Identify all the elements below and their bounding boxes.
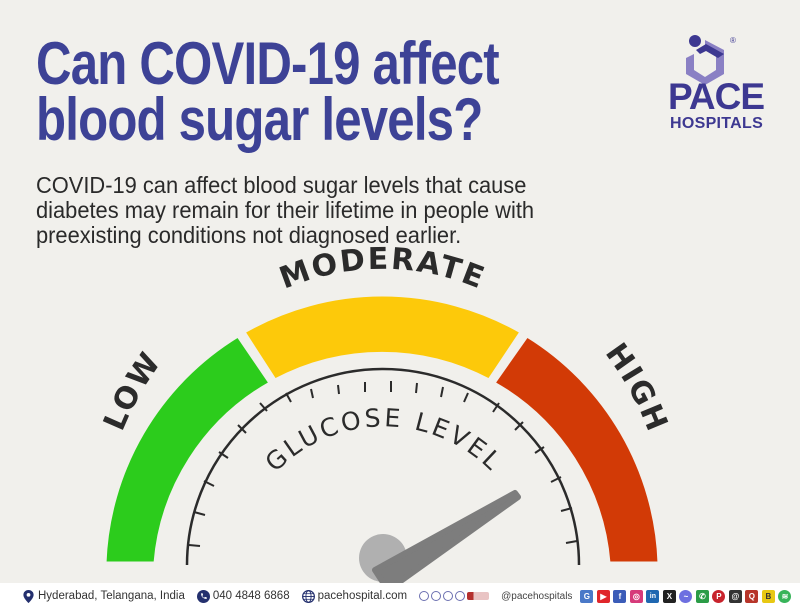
- instagram-icon[interactable]: ◎: [629, 589, 643, 603]
- page-title: Can COVID-19 affect blood sugar levels?: [36, 30, 528, 153]
- youtube-icon[interactable]: ▶: [596, 589, 610, 603]
- svg-text:®: ®: [730, 36, 736, 45]
- cert-badge-icon: [455, 591, 466, 601]
- footer-phone[interactable]: 040 4848 6868: [196, 589, 290, 603]
- blogger-icon[interactable]: B: [761, 589, 775, 603]
- nabl-badge-icon: [467, 592, 490, 600]
- linkedin-icon[interactable]: in: [646, 589, 660, 603]
- website-link[interactable]: pacehospital.com: [317, 590, 408, 602]
- segment-low: [103, 333, 273, 565]
- quora-icon[interactable]: Q: [745, 589, 759, 603]
- cert-badge-icon: [443, 591, 454, 601]
- pinterest-icon[interactable]: P: [712, 589, 726, 603]
- subtitle-line-3: preexisting conditions not diagnosed ear…: [36, 222, 462, 248]
- google-business-icon[interactable]: G: [580, 589, 594, 603]
- location-text: Hyderabad, Telangana, India: [38, 590, 185, 602]
- footer-website[interactable]: pacehospital.com: [301, 589, 408, 603]
- location-pin-icon: [23, 589, 34, 603]
- messenger-icon[interactable]: ~: [679, 589, 693, 603]
- label-moderate: MODERATE: [275, 242, 490, 297]
- pace-logo-icon: ®: [686, 35, 736, 85]
- logo-subname: HOSPITALS: [670, 115, 764, 132]
- gauge-title: GLUCOSE LEVEL: [260, 403, 509, 477]
- dial-arc: [185, 367, 581, 566]
- spotify-icon[interactable]: ≋: [778, 589, 792, 603]
- subtitle: COVID-19 can affect blood sugar levels t…: [36, 173, 594, 248]
- accreditation-badges: [419, 591, 491, 601]
- logo-name: PACE: [668, 76, 765, 117]
- segment-high: [491, 333, 661, 565]
- whatsapp-icon[interactable]: ✆: [695, 589, 709, 603]
- title-line-2: blood sugar levels?: [36, 86, 483, 153]
- social-icons: G ▶ f ◎ in X ~ ✆ P @ Q B ≋: [580, 589, 795, 603]
- x-icon[interactable]: X: [662, 589, 676, 603]
- cert-badge-icon: [419, 591, 430, 601]
- dial-ticks: [188, 381, 578, 547]
- segment-moderate: [241, 293, 524, 382]
- phone-text: 040 4848 6868: [212, 590, 290, 602]
- globe-icon: [301, 589, 315, 603]
- subtitle-line-1: COVID-19 can affect blood sugar levels t…: [36, 172, 527, 198]
- title-line-1: Can COVID-19 affect: [36, 30, 500, 97]
- footer-location: Hyderabad, Telangana, India: [22, 589, 185, 603]
- threads-icon[interactable]: @: [728, 589, 742, 603]
- facebook-icon[interactable]: f: [613, 589, 627, 603]
- subtitle-line-2: diabetes may remain for their lifetime i…: [36, 197, 535, 223]
- cert-badge-icon: [431, 591, 442, 601]
- footer: Hyderabad, Telangana, India 040 4848 686…: [0, 583, 800, 609]
- phone-icon: [196, 589, 210, 603]
- social-handle: @pacehospitals: [501, 590, 573, 602]
